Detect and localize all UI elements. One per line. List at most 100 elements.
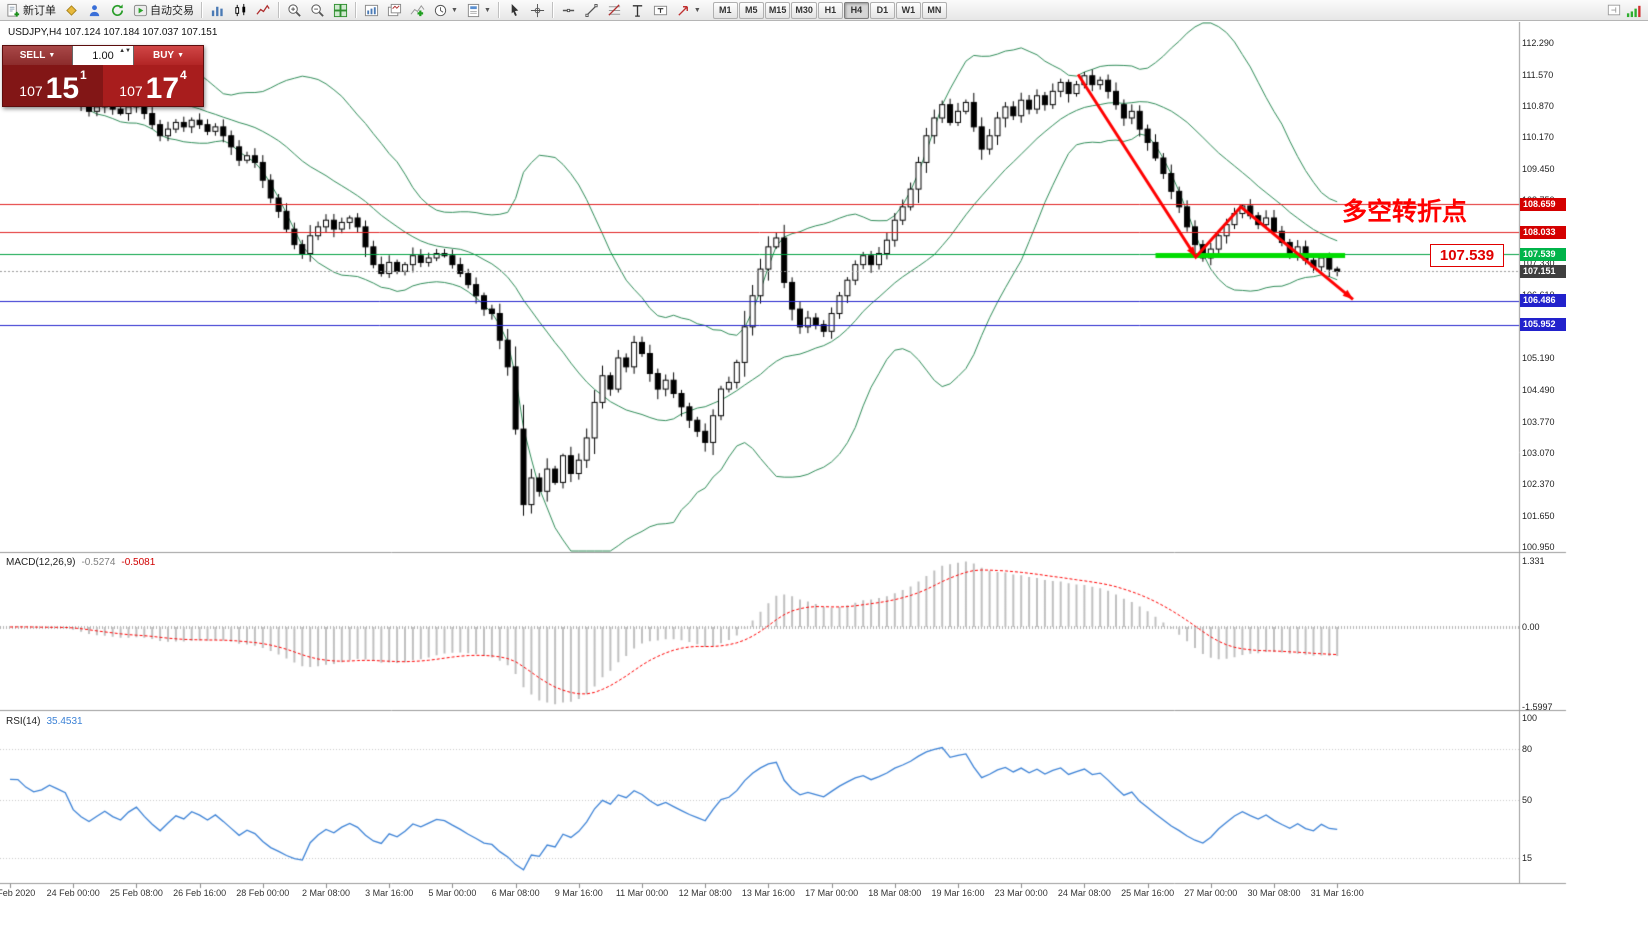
macd-label: MACD(12,26,9) -0.5274 -0.5081: [6, 557, 155, 568]
periods-clock-icon: [434, 4, 447, 16]
auto-trading-icon: [133, 4, 148, 16]
candlestick-chart-button[interactable]: [229, 1, 252, 20]
cascade-charts-icon: [387, 3, 402, 16]
buy-button[interactable]: BUY ▼: [134, 46, 203, 65]
zoom-out-button[interactable]: [306, 1, 329, 20]
toolbar-separator: [201, 2, 203, 18]
trade-panel-price-row: 107 15 1 107 17 4: [3, 65, 203, 106]
chart-symbol-ohlc: USDJPY,H4 107.124 107.184 107.037 107.15…: [8, 27, 218, 38]
toolbar-separator: [551, 2, 554, 18]
text-label-tool-button[interactable]: [649, 1, 672, 20]
line-chart-button[interactable]: [252, 1, 275, 20]
arrows-caret-icon: ▼: [693, 6, 701, 14]
arrow-tool-icon: [678, 5, 688, 16]
zoom-in-button[interactable]: [283, 1, 306, 20]
price-callout: 107.539: [1430, 244, 1504, 267]
periods-caret-icon: ▼: [451, 6, 458, 14]
one-click-trading-panel: SELL ▼ 1.00 ▲▼ BUY ▼ 107 15 1: [2, 45, 204, 107]
main-toolbar: 新订单 自动交易: [0, 0, 1648, 21]
fibonacci-icon: [608, 3, 620, 16]
refresh-button[interactable]: [106, 1, 129, 20]
macd-signal-value: -0.5081: [121, 557, 156, 568]
chart-window: USDJPY,H4 107.124 107.184 107.037 107.15…: [0, 22, 1648, 943]
chart-shift-icon[interactable]: [1607, 3, 1621, 17]
refresh-icon: [112, 3, 124, 16]
indicators-icon: [410, 4, 425, 16]
trendline-icon: [585, 3, 598, 17]
auto-trading-label: 自动交易: [150, 5, 194, 17]
candlestick-chart-icon: [235, 3, 246, 16]
timeframe-button-d1[interactable]: D1: [869, 1, 895, 19]
rsi-name: RSI(14): [6, 716, 41, 727]
timeframe-button-m1[interactable]: M1: [712, 1, 738, 19]
toolbar-right-group: [1607, 3, 1646, 18]
price-chart-canvas[interactable]: [0, 22, 1648, 943]
horizontal-line-tool-button[interactable]: [557, 1, 580, 20]
text-tool-button[interactable]: [626, 1, 649, 20]
zoom-in-icon: [288, 3, 301, 17]
timeframe-button-w1[interactable]: W1: [895, 1, 921, 19]
lot-size-input[interactable]: 1.00 ▲▼: [72, 46, 134, 65]
buy-price-figure: 107: [119, 83, 143, 99]
toolbar-separator: [497, 2, 500, 18]
timeframe-button-h1[interactable]: H1: [817, 1, 843, 19]
arrange-charts-button[interactable]: [360, 1, 383, 20]
templates-caret-icon: ▼: [483, 6, 491, 14]
buy-button-label: BUY: [152, 50, 175, 61]
crosshair-icon: [530, 3, 544, 17]
trade-panel-header-row: SELL ▼ 1.00 ▲▼ BUY ▼: [3, 46, 203, 65]
cursor-icon: [511, 3, 519, 16]
arrows-tool-button[interactable]: ▼: [672, 1, 705, 20]
line-chart-icon: [256, 4, 270, 15]
sell-price-point: 1: [80, 68, 87, 82]
timeframe-button-h4[interactable]: H4: [843, 1, 869, 19]
market-watch-button[interactable]: [60, 1, 83, 20]
text-tool-icon: [632, 4, 643, 17]
bar-chart-button[interactable]: [206, 1, 229, 20]
buy-caret-icon: ▼: [177, 52, 185, 59]
sell-button-label: SELL: [19, 50, 46, 61]
toolbar-separator: [355, 2, 357, 18]
sell-price-pips: 15: [45, 72, 80, 105]
buy-price[interactable]: 107 17 4: [103, 65, 203, 106]
profiles-button[interactable]: [83, 1, 106, 20]
trendline-tool-button[interactable]: [580, 1, 603, 20]
crosshair-button[interactable]: [526, 1, 549, 20]
sell-button[interactable]: SELL ▼: [3, 46, 72, 65]
timeframe-button-m15[interactable]: M15: [764, 1, 791, 19]
horizontal-line-icon: [562, 8, 574, 12]
new-order-button[interactable]: 新订单: [2, 1, 60, 20]
timeframe-button-m30[interactable]: M30: [791, 1, 817, 19]
lot-spinner[interactable]: ▲▼: [119, 48, 131, 54]
cascade-charts-button[interactable]: [383, 1, 406, 20]
new-order-icon: [7, 3, 20, 17]
bar-chart-icon: [211, 6, 223, 16]
macd-main-value: -0.5274: [81, 557, 116, 568]
tile-windows-button[interactable]: [329, 1, 352, 20]
lot-size-value: 1.00: [92, 49, 114, 62]
templates-icon: [467, 3, 480, 17]
profile-icon: [89, 4, 100, 16]
buy-price-pips: 17: [145, 72, 180, 105]
new-order-label: 新订单: [23, 5, 56, 17]
timeframe-button-mn[interactable]: MN: [921, 1, 947, 19]
sell-caret-icon: ▼: [48, 52, 56, 59]
cursor-button[interactable]: [503, 1, 526, 20]
text-label-icon: [653, 5, 667, 15]
templates-button[interactable]: ▼: [462, 1, 495, 20]
auto-trading-button[interactable]: 自动交易: [129, 1, 198, 20]
zoom-out-icon: [311, 3, 324, 17]
timeframe-button-m5[interactable]: M5: [738, 1, 764, 19]
annotation-text: 多空转折点: [1342, 198, 1468, 226]
market-watch-icon: [66, 4, 77, 16]
indicators-button[interactable]: [406, 1, 429, 20]
buy-price-point: 4: [180, 68, 187, 82]
periods-button[interactable]: ▼: [429, 1, 462, 20]
connection-status-icon: [1626, 5, 1641, 17]
rsi-label: RSI(14) 35.4531: [6, 716, 83, 727]
arrange-charts-icon: [364, 4, 379, 16]
fibonacci-tool-button[interactable]: [603, 1, 626, 20]
timeframe-toolbar: M1 M5 M15 M30 H1 H4 D1 W1 MN: [712, 1, 948, 19]
sell-price[interactable]: 107 15 1: [3, 65, 103, 106]
